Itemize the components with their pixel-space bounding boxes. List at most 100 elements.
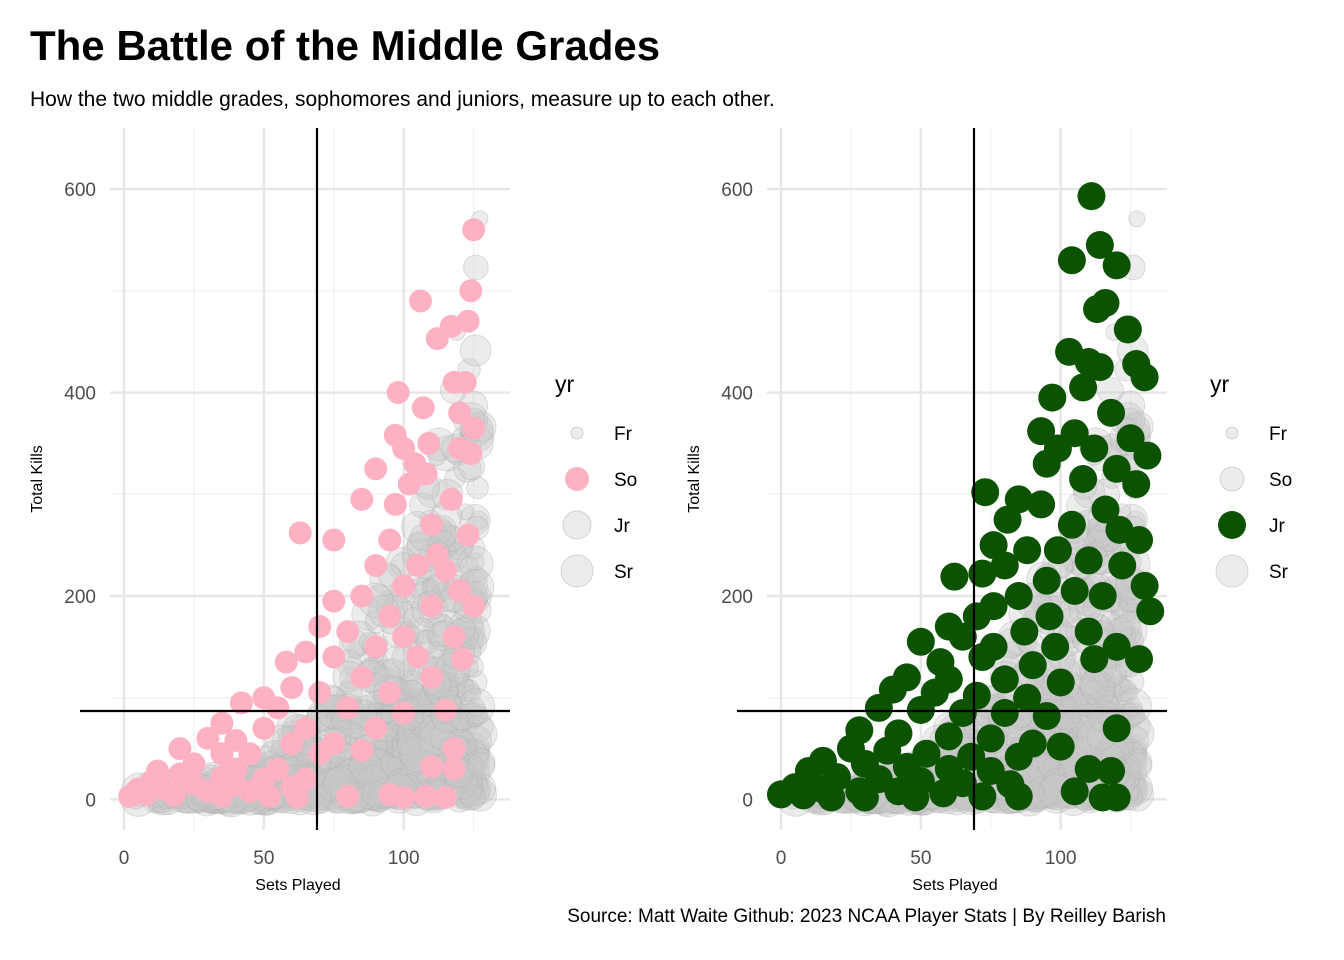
y-tick-label: 0 xyxy=(742,790,753,811)
background-point xyxy=(444,466,467,489)
background-point xyxy=(330,756,348,774)
data-point xyxy=(1097,398,1126,427)
data-point xyxy=(266,696,290,720)
background-point xyxy=(333,757,356,780)
data-point xyxy=(442,625,466,649)
y-tick-label: 400 xyxy=(721,384,753,405)
background-point xyxy=(466,748,496,777)
x-axis-title: Sets Played xyxy=(912,877,997,894)
background-point xyxy=(317,773,343,798)
data-point xyxy=(378,604,402,628)
background-point xyxy=(1105,677,1134,706)
background-point xyxy=(397,735,429,767)
data-point xyxy=(386,381,410,405)
background-point xyxy=(318,767,344,793)
data-point xyxy=(442,737,466,761)
background-point xyxy=(386,756,404,774)
data-point xyxy=(1125,526,1154,555)
data-point xyxy=(459,442,483,466)
legend-label-sr: Sr xyxy=(614,562,634,583)
background-point xyxy=(357,764,388,795)
background-point xyxy=(1089,700,1107,718)
data-point xyxy=(308,742,332,766)
x-tick-label: 50 xyxy=(253,848,274,869)
data-point xyxy=(940,562,969,591)
data-point xyxy=(1133,441,1162,470)
legend-key-sr xyxy=(560,554,594,588)
background-point xyxy=(1094,688,1124,717)
data-point xyxy=(990,699,1019,727)
background-point xyxy=(376,740,404,768)
data-point xyxy=(1069,373,1098,402)
legend-label-so: So xyxy=(1269,470,1292,491)
data-point xyxy=(968,559,997,588)
data-point xyxy=(294,640,318,664)
series-jr xyxy=(766,182,1165,812)
data-point xyxy=(1004,782,1033,811)
data-point xyxy=(1122,470,1151,499)
series-so xyxy=(118,218,486,809)
data-point xyxy=(873,736,902,765)
data-point xyxy=(420,755,444,779)
data-point xyxy=(450,647,474,671)
data-point xyxy=(968,643,997,672)
data-point xyxy=(238,779,262,803)
legend-label-jr: Jr xyxy=(614,516,631,537)
data-point xyxy=(1027,417,1056,446)
background-point xyxy=(456,503,475,521)
background-point xyxy=(411,720,434,743)
data-point xyxy=(229,691,253,715)
background-point xyxy=(1115,737,1148,770)
background-point xyxy=(1124,752,1153,780)
data-point xyxy=(322,528,346,552)
background-point xyxy=(1063,697,1097,732)
background-point xyxy=(1028,754,1065,792)
background-point xyxy=(1068,720,1091,743)
background-point xyxy=(1104,663,1127,687)
x-tick-label: 0 xyxy=(119,848,130,869)
chart-title: The Battle of the Middle Grades xyxy=(30,22,661,69)
background-point xyxy=(373,664,391,682)
background-point xyxy=(1032,777,1056,802)
data-point xyxy=(1130,363,1159,392)
background-point xyxy=(1086,522,1104,541)
data-point xyxy=(1074,546,1103,575)
background-point xyxy=(385,740,416,771)
background-point xyxy=(1076,681,1109,714)
background-point xyxy=(403,717,430,743)
data-point xyxy=(1074,754,1103,783)
chart-subtitle: How the two middle grades, sophomores an… xyxy=(30,88,775,111)
data-point xyxy=(1102,783,1131,812)
data-point xyxy=(238,742,262,766)
data-point xyxy=(210,784,234,808)
background-point xyxy=(388,741,415,768)
background-point xyxy=(1040,787,1060,807)
data-point xyxy=(420,594,444,618)
x-tick-label: 100 xyxy=(388,848,420,869)
y-axis-title: Total Kills xyxy=(29,445,46,513)
data-point xyxy=(425,327,449,351)
background-point xyxy=(460,784,486,811)
data-point xyxy=(274,650,298,674)
background-point xyxy=(1119,683,1139,703)
data-point xyxy=(1102,714,1131,743)
data-point xyxy=(1046,732,1075,761)
data-point xyxy=(294,716,318,740)
background-point xyxy=(329,769,349,789)
data-point xyxy=(408,289,432,313)
background-point xyxy=(396,728,418,751)
data-point xyxy=(280,732,304,756)
background-point xyxy=(463,254,489,281)
data-point xyxy=(1032,449,1061,478)
background-point xyxy=(383,731,419,766)
data-point xyxy=(1102,251,1131,280)
background-point xyxy=(458,687,496,725)
background-point xyxy=(456,772,492,808)
y-tick-label: 400 xyxy=(64,384,96,405)
data-point xyxy=(378,528,402,552)
data-point xyxy=(1080,434,1109,463)
data-point xyxy=(252,716,276,740)
data-point xyxy=(957,742,986,771)
legend-key-jr xyxy=(1218,511,1246,539)
data-point xyxy=(1032,702,1061,731)
